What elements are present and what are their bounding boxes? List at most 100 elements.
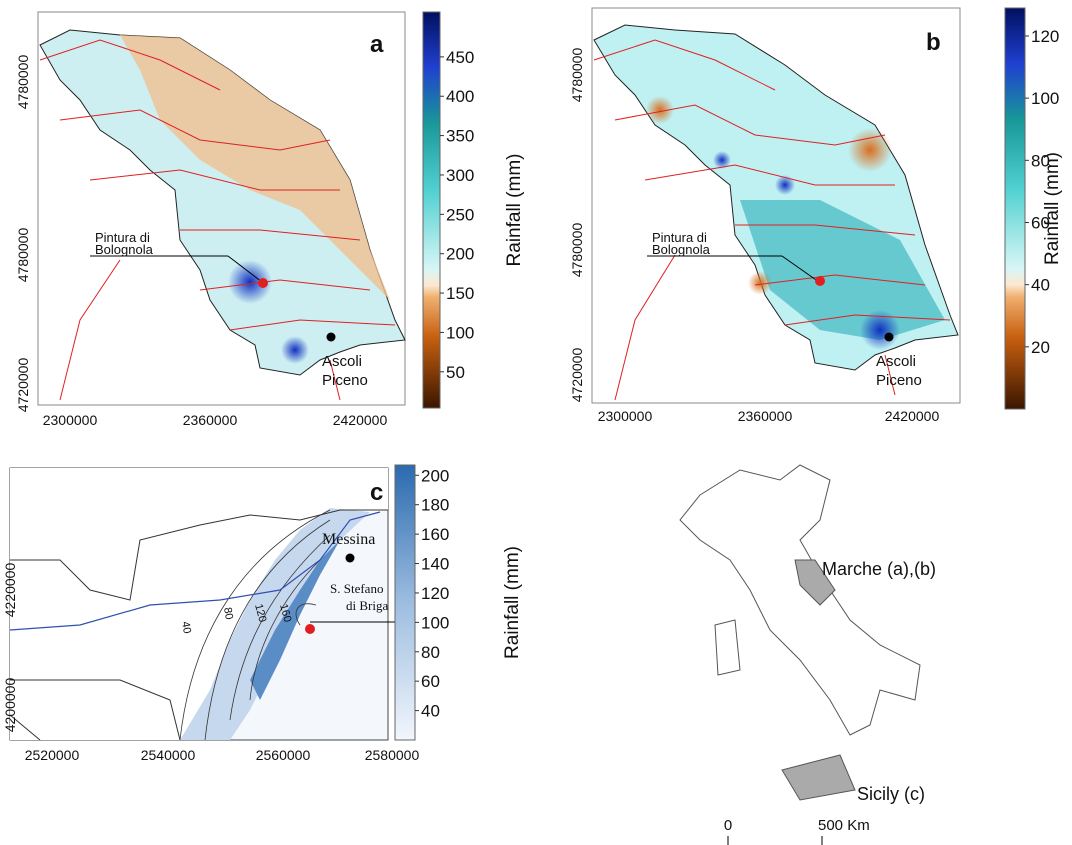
colorbar-tick-label: 80 xyxy=(421,643,440,662)
colorbar-tick-label: 400 xyxy=(446,87,474,106)
y-tick-label: 4780000 xyxy=(15,228,31,283)
x-tick-label: 2360000 xyxy=(738,408,793,424)
colorbar-title: Rainfall (mm) xyxy=(1042,152,1063,265)
sea xyxy=(10,468,388,740)
italy-map: Marche (a),(b) Sicily (c) 0 500 Km xyxy=(679,464,936,845)
high-rain-spot xyxy=(281,336,309,364)
colorbar-tick-label: 350 xyxy=(446,127,474,146)
y-tick-label: 4780000 xyxy=(569,48,585,103)
x-tick-label: 2580000 xyxy=(365,747,420,763)
site-label: Bolognola xyxy=(95,242,154,257)
marche-label: Marche (a),(b) xyxy=(822,559,936,579)
y-tick-label: 4780000 xyxy=(15,55,31,110)
panel-label: a xyxy=(370,31,384,58)
x-tick-label: 2420000 xyxy=(885,408,940,424)
city-label: Piceno xyxy=(876,372,922,389)
panel-a: Pintura di Bolognola Ascoli Piceno a 230… xyxy=(15,11,406,428)
site-label: Pintura di xyxy=(95,230,150,245)
rain-zone xyxy=(250,540,340,700)
sicily-label: Sicily (c) xyxy=(857,784,925,804)
italy-outline xyxy=(679,464,921,736)
high-rain-area xyxy=(740,200,945,340)
contour-label: 40 xyxy=(179,620,193,634)
x-tick-label: 2300000 xyxy=(43,412,98,428)
colorbar xyxy=(1004,7,1026,410)
low-rain-spot xyxy=(748,271,772,295)
city-label: Messina xyxy=(322,531,375,548)
x-tick-label: 2420000 xyxy=(333,412,388,428)
site-label: Pintura di xyxy=(652,230,707,245)
site-label: Bolognola xyxy=(652,242,711,257)
high-rain-spot xyxy=(228,260,272,304)
y-tick-label: 4720000 xyxy=(15,358,31,413)
rivers xyxy=(593,39,951,401)
colorbar-tick-label: 40 xyxy=(421,702,440,721)
low-rain-area xyxy=(120,35,390,300)
colorbar-tick-label: 50 xyxy=(446,363,465,382)
x-tick-label: 2520000 xyxy=(25,747,80,763)
colorbar-tick-label: 120 xyxy=(1031,27,1059,46)
panel-c: Messina S. Stefano di Briga 40 80 120 16… xyxy=(2,467,420,763)
colorbar-tick-label: 20 xyxy=(1031,338,1050,357)
city-label: Piceno xyxy=(322,372,368,389)
city-label: Ascoli xyxy=(876,353,916,370)
contour-label: 80 xyxy=(221,606,235,620)
site-marker xyxy=(305,624,315,634)
colorbar-tick-label: 300 xyxy=(446,166,474,185)
leader-line xyxy=(781,255,820,283)
panel-b: Pintura di Bolognola Ascoli Piceno b 230… xyxy=(569,7,961,424)
colorbar-tick-label: 100 xyxy=(421,613,449,632)
x-tick-label: 2360000 xyxy=(183,412,238,428)
scale-label: 0 xyxy=(724,817,732,834)
colorbar-title: Rainfall (mm) xyxy=(502,546,523,659)
site-marker xyxy=(815,276,825,286)
colorbar-tick-label: 100 xyxy=(446,323,474,342)
colorbar-tick-label: 40 xyxy=(1031,276,1050,295)
rivers xyxy=(39,39,396,401)
y-tick-label: 4720000 xyxy=(569,348,585,403)
coastline xyxy=(9,679,181,741)
site-label: S. Stefano xyxy=(330,581,383,596)
colorbar-tick-label: 60 xyxy=(421,672,440,691)
colorbar xyxy=(394,464,416,741)
colorbar-tick-label: 120 xyxy=(421,584,449,603)
low-rain-spot xyxy=(848,128,892,172)
city-label: Ascoli xyxy=(322,353,362,370)
marche-area xyxy=(794,559,836,606)
colorbar-tick-label: 250 xyxy=(446,205,474,224)
colorbar-tick-label: 140 xyxy=(421,555,449,574)
panel-label: c xyxy=(370,479,383,506)
scale-label: 500 Km xyxy=(818,817,870,834)
y-tick-label: 4200000 xyxy=(2,678,18,733)
high-rain-spot xyxy=(713,151,731,169)
x-tick-label: 2540000 xyxy=(141,747,196,763)
colorbar-title: Rainfall (mm) xyxy=(504,154,525,267)
colorbar-tick-label: 100 xyxy=(1031,89,1059,108)
y-tick-label: 4220000 xyxy=(2,563,18,618)
contour-label: 160 xyxy=(277,603,293,624)
x-tick-label: 2300000 xyxy=(598,408,653,424)
contour-label: 120 xyxy=(252,603,268,624)
colorbar-tick-label: 150 xyxy=(446,284,474,303)
colorbar-tick-label: 160 xyxy=(421,525,449,544)
sicily-area xyxy=(781,754,856,801)
low-rain-spot xyxy=(646,96,674,124)
city-marker xyxy=(884,332,894,342)
colorbar xyxy=(422,11,441,409)
colorbar-tick-label: 180 xyxy=(421,496,449,515)
colorbar-tick-label: 200 xyxy=(446,245,474,264)
colorbar-tick-label: 80 xyxy=(1031,151,1050,170)
city-marker xyxy=(345,553,355,563)
colorbar-tick-label: 200 xyxy=(421,466,449,485)
x-tick-label: 2560000 xyxy=(256,747,311,763)
city-marker xyxy=(326,332,336,342)
site-marker xyxy=(258,278,268,288)
sardinia xyxy=(714,619,741,676)
colorbar-tick-label: 60 xyxy=(1031,213,1050,232)
y-tick-label: 4780000 xyxy=(569,223,585,278)
colorbar-tick-label: 450 xyxy=(446,48,474,67)
leader-line xyxy=(227,255,263,283)
high-rain-spot xyxy=(775,175,795,195)
panel-label: b xyxy=(926,29,941,56)
